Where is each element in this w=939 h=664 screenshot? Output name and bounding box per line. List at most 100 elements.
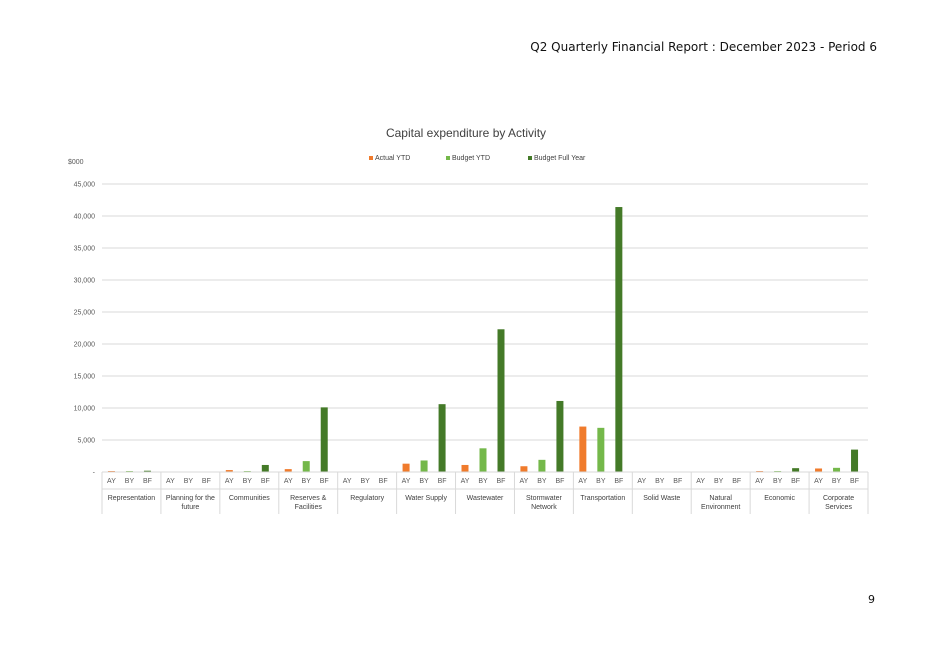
sub-category-label: AY xyxy=(166,478,175,485)
category-label: Planning for the xyxy=(166,495,215,502)
sub-category-label: BY xyxy=(478,478,488,485)
bar-actual-ytd xyxy=(579,426,587,472)
sub-category-label: BF xyxy=(143,478,152,485)
bar-actual-ytd xyxy=(815,468,823,472)
bar-budget-ytd xyxy=(833,467,841,472)
sub-category-label: AY xyxy=(402,478,411,485)
legend-label: Budget YTD xyxy=(452,155,490,162)
y-tick-label: 40,000 xyxy=(74,214,96,221)
bar-budget-ytd xyxy=(479,448,487,472)
legend-label: Budget Full Year xyxy=(534,155,586,162)
category-label: Stormwater xyxy=(526,495,562,502)
bar-budget-ytd xyxy=(420,460,428,472)
sub-category-label: BF xyxy=(202,478,211,485)
category-label: Representation xyxy=(108,495,156,502)
sub-category-label: BF xyxy=(850,478,859,485)
sub-category-label: AY xyxy=(814,478,823,485)
category-label: Natural xyxy=(709,495,732,502)
sub-category-label: AY xyxy=(696,478,705,485)
bar-budget-full-year xyxy=(143,470,151,472)
y-tick-label: 10,000 xyxy=(74,406,96,413)
category-label: Transportation xyxy=(580,495,625,502)
bar-actual-ytd xyxy=(225,470,233,472)
bar-actual-ytd xyxy=(520,466,528,472)
y-tick-label: 25,000 xyxy=(74,310,96,317)
y-tick-label: 30,000 xyxy=(74,278,96,285)
legend-label: Actual YTD xyxy=(375,155,410,162)
bar-actual-ytd xyxy=(461,464,469,472)
sub-category-label: BF xyxy=(732,478,741,485)
bar-budget-full-year xyxy=(261,464,269,472)
sub-category-label: AY xyxy=(284,478,293,485)
category-label: Corporate xyxy=(823,495,854,502)
sub-category-label: BY xyxy=(596,478,606,485)
legend-swatch xyxy=(369,156,373,160)
y-tick-label: - xyxy=(93,470,96,477)
sub-category-label: BF xyxy=(555,478,564,485)
y-tick-label: 5,000 xyxy=(77,438,95,445)
chart-title: Capital expenditure by Activity xyxy=(386,126,546,140)
bar-budget-full-year xyxy=(320,407,328,472)
category-label: Environment xyxy=(701,504,740,511)
y-tick-label: 35,000 xyxy=(74,246,96,253)
legend-swatch xyxy=(528,156,532,160)
bars xyxy=(107,207,859,473)
legend: Actual YTD Budget YTD Budget Full Year xyxy=(369,155,586,162)
sub-category-label: BF xyxy=(791,478,800,485)
sub-category-label: AY xyxy=(343,478,352,485)
category-label: Economic xyxy=(764,495,795,502)
bar-budget-full-year xyxy=(851,449,859,472)
bar-actual-ytd xyxy=(402,463,410,472)
sub-category-label: AY xyxy=(520,478,529,485)
sub-category-label: BY xyxy=(302,478,312,485)
sub-category-label: AY xyxy=(755,478,764,485)
sub-category-label: BY xyxy=(360,478,370,485)
sub-category-label: BY xyxy=(125,478,135,485)
sub-category-label: BY xyxy=(537,478,547,485)
legend-swatch xyxy=(446,156,450,160)
sub-category-label: BY xyxy=(419,478,429,485)
bar-budget-full-year xyxy=(438,404,446,472)
page-number: 9 xyxy=(868,593,875,606)
sub-category-label: BY xyxy=(243,478,253,485)
category-label: Services xyxy=(825,504,852,511)
bar-budget-ytd xyxy=(302,461,310,472)
bar-actual-ytd xyxy=(284,469,292,472)
sub-category-label: AY xyxy=(107,478,116,485)
category-label: Regulatory xyxy=(350,495,384,502)
sub-category-label: BF xyxy=(261,478,270,485)
sub-category-label: BY xyxy=(832,478,842,485)
sub-category-label: BF xyxy=(614,478,623,485)
y-tick-label: 45,000 xyxy=(74,182,96,189)
gridlines xyxy=(102,183,868,441)
sub-category-label: BY xyxy=(773,478,783,485)
category-label: future xyxy=(181,504,199,511)
category-label: Facilities xyxy=(295,504,323,511)
sub-category-label: BF xyxy=(320,478,329,485)
sub-category-label: BF xyxy=(379,478,388,485)
x-axis: AY BY BF Representation AY BY BF Planning for t… xyxy=(101,471,869,514)
sub-category-label: BY xyxy=(655,478,665,485)
bar-budget-full-year xyxy=(615,207,623,473)
category-label: Reserves & xyxy=(290,495,327,502)
sub-category-label: BY xyxy=(714,478,724,485)
y-tick-label: 15,000 xyxy=(74,374,96,381)
sub-category-label: BF xyxy=(438,478,447,485)
bar-budget-full-year xyxy=(556,400,564,472)
sub-category-label: AY xyxy=(225,478,234,485)
category-label: Water Supply xyxy=(405,495,447,502)
sub-category-label: BF xyxy=(673,478,682,485)
category-label: Wastewater xyxy=(467,495,504,502)
y-axis-label: $000 xyxy=(68,159,84,166)
sub-category-label: AY xyxy=(578,478,587,485)
category-label: Communities xyxy=(229,495,270,502)
y-tick-label: 20,000 xyxy=(74,342,96,349)
sub-category-label: AY xyxy=(637,478,646,485)
bar-budget-ytd xyxy=(597,427,605,472)
bar-budget-ytd xyxy=(538,459,546,472)
report-header: Q2 Quarterly Financial Report : December… xyxy=(530,40,877,54)
bar-budget-full-year xyxy=(497,329,505,472)
sub-category-label: BF xyxy=(497,478,506,485)
y-axis-ticks: - 5,000 10,000 15,000 20,000 25,000 30,000 35,0… xyxy=(74,182,96,477)
